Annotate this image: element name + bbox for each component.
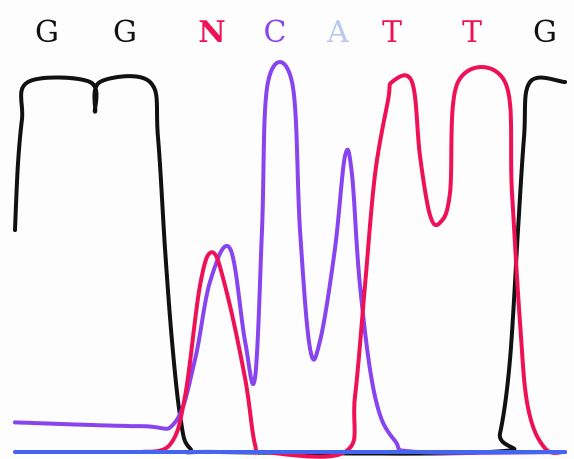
trace-line-2 — [13, 60, 567, 455]
base-call-3: N — [198, 15, 225, 50]
base-call-7: T — [462, 15, 482, 50]
base-call-2: G — [113, 15, 137, 50]
base-call-5: A — [326, 15, 349, 50]
base-call-8: G — [533, 15, 557, 50]
base-call-6: T — [382, 15, 402, 50]
base-call-1: G — [35, 15, 59, 50]
base-call-4: C — [264, 15, 287, 50]
trace-line-3 — [138, 65, 567, 459]
trace-line-1 — [13, 74, 567, 456]
trace-lines — [13, 60, 567, 459]
